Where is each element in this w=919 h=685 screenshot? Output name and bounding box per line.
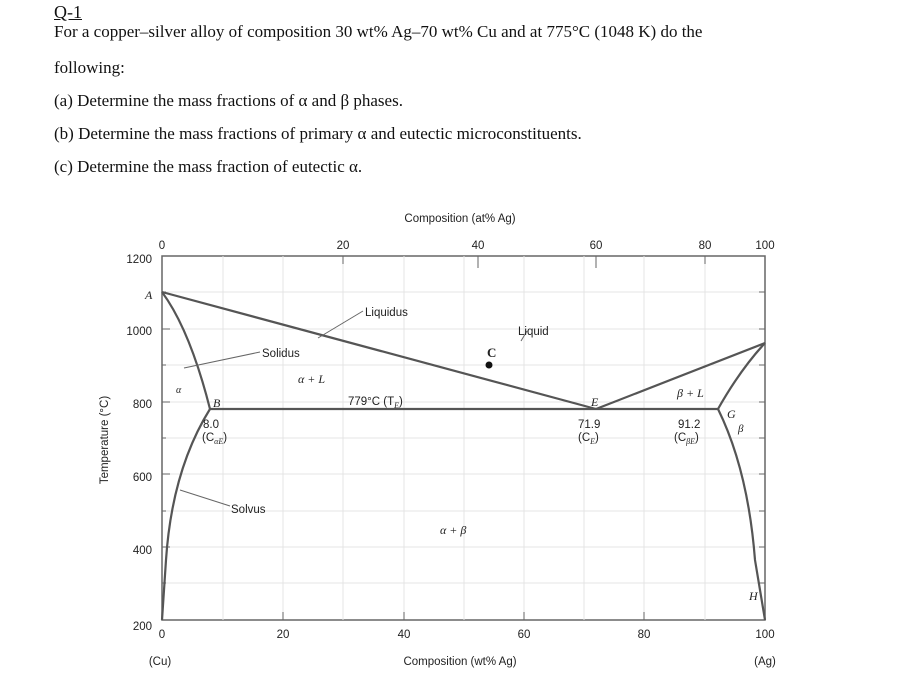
eutectic-temp-label: 779°C (TE) [348, 396, 403, 410]
liquidus-line-left [161, 290, 597, 411]
top-axis-title: Composition (at% Ag) [404, 213, 515, 225]
point-e-label: E [590, 395, 599, 409]
alpha-region-label: α [176, 385, 182, 396]
liquidus-label: Liquidus [365, 307, 408, 319]
solvus-label: Solvus [231, 504, 266, 516]
question-id: Q-1 [54, 2, 82, 22]
top-tick-100: 100 [755, 240, 774, 252]
solvus-line-beta [717, 408, 767, 621]
question-intro-line2: following: [54, 58, 125, 77]
cbe-label: (CβE) [674, 432, 699, 446]
bottom-tick-0: 0 [159, 629, 165, 641]
bottom-tick-100: 100 [755, 629, 774, 641]
bottom-tick-80: 80 [638, 629, 651, 641]
right-end-label: (Ag) [754, 656, 776, 668]
top-tick-40: 40 [472, 240, 485, 252]
point-h-label: H [748, 589, 759, 603]
alpha-beta-region-label: α + β [440, 523, 466, 537]
question-intro-line1: For a copper–silver alloy of composition… [54, 22, 703, 41]
bottom-tick-20: 20 [277, 629, 290, 641]
point-a-label: A [144, 288, 153, 302]
solidus-line-beta [717, 342, 766, 410]
left-tick-600: 600 [133, 472, 152, 484]
bottom-axis-title: Composition (wt% Ag) [403, 656, 516, 668]
left-tick-200: 200 [133, 621, 152, 633]
gridlines [162, 256, 765, 620]
top-tick-80: 80 [699, 240, 712, 252]
point-b-label: B [213, 396, 221, 410]
solidus-line-alpha [161, 291, 212, 410]
bottom-tick-60: 60 [518, 629, 531, 641]
beta-liquid-region-label: β + L [676, 386, 704, 400]
left-tick-400: 400 [133, 545, 152, 557]
top-tick-20: 20 [337, 240, 350, 252]
question-part-c: (c) Determine the mass fraction of eutec… [54, 157, 363, 176]
liquidus-line-right [595, 341, 766, 411]
left-tick-1200: 1200 [126, 254, 152, 266]
cae-label: (CαE) [202, 432, 227, 446]
beta-region-label: β [737, 423, 744, 435]
point-g-label: G [727, 407, 736, 421]
left-end-label: (Cu) [149, 656, 172, 668]
question-part-b: (b) Determine the mass fractions of prim… [54, 124, 582, 143]
annotation-pointers [179, 310, 528, 507]
left-tick-800: 800 [133, 399, 152, 411]
question-part-a: (a) Determine the mass fractions of α an… [54, 91, 403, 110]
cae-value: 8.0 [203, 419, 219, 431]
top-tick-60: 60 [590, 240, 603, 252]
solvus-line-alpha [160, 408, 211, 621]
ce-label: (CE) [578, 432, 599, 446]
alpha-liquid-region-label: α + L [298, 372, 325, 386]
phase-boundaries [160, 290, 767, 621]
bottom-tick-40: 40 [398, 629, 411, 641]
left-axis-title: Temperature (°C) [99, 396, 111, 484]
liquid-label: Liquid [518, 326, 549, 338]
solidus-label: Solidus [262, 348, 300, 360]
cbe-value: 91.2 [678, 419, 700, 431]
point-c-marker [485, 361, 493, 369]
left-tick-1000: 1000 [126, 326, 152, 338]
point-c-label: C [487, 345, 496, 360]
top-tick-0: 0 [159, 240, 165, 252]
ce-value: 71.9 [578, 419, 600, 431]
